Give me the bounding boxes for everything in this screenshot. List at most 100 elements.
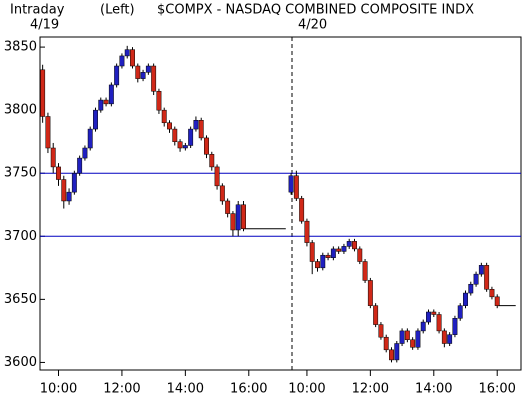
candle-body xyxy=(204,137,209,155)
candle-body xyxy=(336,248,342,252)
candle-body xyxy=(66,191,72,202)
date-label: 4/19 xyxy=(30,18,59,33)
candle-body xyxy=(156,90,162,111)
candle-body xyxy=(198,120,204,139)
candle-body xyxy=(177,141,183,149)
x-tick-label: 12:00 xyxy=(352,382,389,397)
candle-body xyxy=(468,283,474,294)
candle-body xyxy=(299,198,305,222)
candle-body xyxy=(151,65,157,92)
candle-body xyxy=(161,109,167,124)
candle-body xyxy=(320,254,326,269)
plot-frame xyxy=(39,36,522,371)
candle-body xyxy=(352,241,357,250)
candle-body xyxy=(346,241,352,247)
x-tick-label: 10:00 xyxy=(288,382,325,397)
candle-body xyxy=(441,330,447,344)
x-tick-label: 16:00 xyxy=(478,382,515,397)
candle-body xyxy=(367,280,373,306)
candle-body xyxy=(230,213,236,231)
candle-body xyxy=(130,49,135,67)
x-tick-label: 14:00 xyxy=(415,382,452,397)
candle-body xyxy=(209,154,215,168)
date-label: 4/20 xyxy=(298,18,327,33)
candle-body xyxy=(182,145,188,149)
candle-body xyxy=(373,305,379,325)
candle-body xyxy=(309,242,315,262)
candle-body xyxy=(436,314,442,332)
candle-body xyxy=(484,265,490,290)
candle-body xyxy=(410,339,416,348)
candle-body xyxy=(293,175,299,199)
candle-body xyxy=(330,248,336,258)
candle-body xyxy=(71,172,77,193)
candle-body xyxy=(188,128,194,146)
candle-body xyxy=(87,128,93,149)
y-tick-label: 3850 xyxy=(4,40,37,55)
axis-side-label: (Left) xyxy=(100,3,135,18)
candle-body xyxy=(325,254,331,258)
y-tick-label: 3600 xyxy=(4,355,37,370)
candle-body xyxy=(225,200,231,214)
candle-body xyxy=(452,318,458,335)
y-tick-label: 3750 xyxy=(4,166,37,181)
candle-body xyxy=(50,147,56,168)
candle-body xyxy=(304,220,310,243)
candle-body xyxy=(404,330,410,340)
candle-body xyxy=(362,261,368,281)
candle-body xyxy=(399,330,405,344)
x-tick-label: 16:00 xyxy=(230,382,267,397)
candle-body xyxy=(193,120,199,130)
candle-body xyxy=(135,65,141,79)
candle-body xyxy=(431,311,437,315)
candle-body xyxy=(103,99,109,105)
candle-body xyxy=(389,349,394,361)
candle-body xyxy=(394,343,400,361)
candle-body xyxy=(82,147,88,159)
candle-body xyxy=(420,321,426,332)
candle-body xyxy=(219,185,225,202)
candle-body xyxy=(145,65,151,73)
candle-body xyxy=(447,334,453,344)
mode-label: Intraday xyxy=(10,3,65,18)
candle-body xyxy=(415,330,421,348)
candle-body xyxy=(140,72,146,79)
candle-body xyxy=(378,324,384,338)
x-tick-label: 14:00 xyxy=(167,382,204,397)
candle-body xyxy=(357,248,363,262)
candle-body xyxy=(119,55,125,67)
candle-body xyxy=(315,261,320,269)
candle-body xyxy=(214,166,220,187)
candle-body xyxy=(108,84,114,105)
candle-body xyxy=(494,296,500,306)
y-tick-label: 3650 xyxy=(4,292,37,307)
candle-body xyxy=(77,157,83,174)
candle-body xyxy=(45,116,51,149)
candle-body xyxy=(61,179,67,202)
candle-body xyxy=(114,65,120,86)
candle-body xyxy=(288,175,294,193)
y-tick-label: 3800 xyxy=(4,103,37,118)
candle-body xyxy=(489,289,495,298)
candle-body xyxy=(473,273,479,285)
candle-body xyxy=(167,122,172,130)
candle-body xyxy=(235,204,241,231)
y-tick-label: 3700 xyxy=(4,229,37,244)
candle-body xyxy=(463,292,468,306)
candle-body xyxy=(93,109,98,130)
candle-body xyxy=(478,265,484,275)
candle-body xyxy=(426,311,431,323)
candle-body xyxy=(40,69,46,117)
x-tick-label: 12:00 xyxy=(103,382,140,397)
candle-body xyxy=(56,166,61,180)
candle-body xyxy=(341,246,347,252)
candle-body xyxy=(98,99,104,111)
candle-body xyxy=(457,305,463,319)
candle-body xyxy=(172,128,178,142)
x-tick-label: 10:00 xyxy=(40,382,77,397)
candle-body xyxy=(124,49,130,57)
candle-body xyxy=(241,204,246,229)
candle-body xyxy=(383,336,389,351)
chart-title: $COMPX - NASDAQ COMBINED COMPOSITE INDX xyxy=(157,3,474,18)
